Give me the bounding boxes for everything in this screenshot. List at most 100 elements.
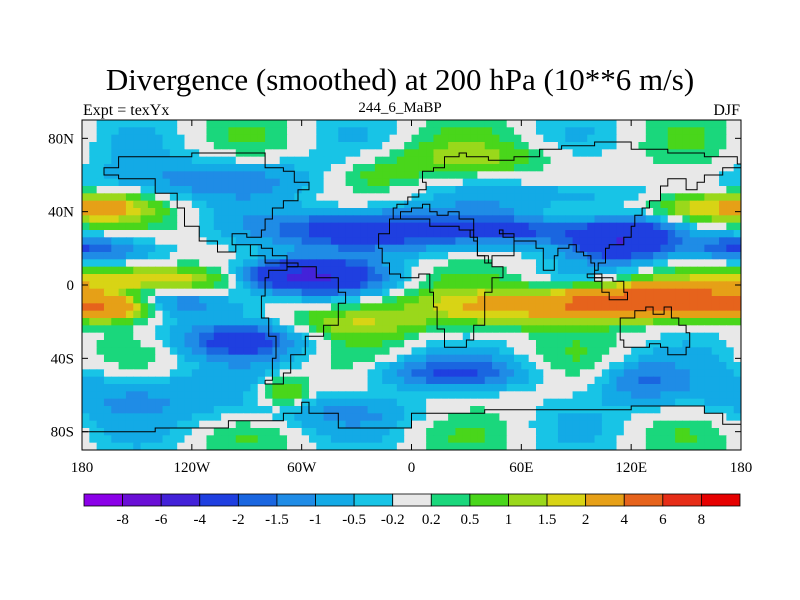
field-cell [287, 318, 295, 326]
field-cell [543, 325, 552, 334]
field-cell [477, 266, 486, 275]
field-cell [279, 435, 288, 444]
field-cell [221, 164, 230, 172]
field-cell [477, 376, 486, 385]
field-cell [601, 281, 610, 290]
field-cell [653, 230, 662, 238]
field-cell [352, 398, 361, 407]
field-cell [557, 237, 566, 246]
field-cell [587, 369, 596, 378]
field-cell [411, 369, 420, 378]
field-cell [118, 310, 127, 319]
field-cell [301, 274, 310, 282]
field-cell [250, 127, 259, 136]
field-cell [250, 288, 259, 297]
field-cell [587, 442, 596, 450]
field-cell [221, 398, 230, 407]
field-cell [667, 274, 676, 282]
field-cell [169, 230, 178, 238]
field-cell [462, 391, 471, 400]
field-cell [689, 288, 698, 297]
field-cell [155, 193, 164, 202]
field-cell [550, 428, 559, 436]
field-cell [199, 332, 208, 341]
field-cell [653, 362, 662, 370]
field-cell [726, 222, 735, 231]
field-cell [316, 428, 325, 436]
field-cell [125, 318, 134, 326]
field-cell [587, 215, 596, 224]
field-cell [594, 325, 603, 334]
field-cell [433, 215, 442, 224]
field-cell [704, 384, 713, 392]
field-cell [440, 413, 449, 422]
field-cell [206, 142, 215, 150]
field-cell [265, 296, 273, 304]
field-cell [221, 186, 230, 194]
field-cell [565, 398, 574, 407]
field-cell [103, 237, 112, 246]
field-cell [418, 406, 427, 414]
field-cell [645, 325, 654, 334]
field-cell [550, 398, 559, 407]
field-cell [316, 391, 325, 400]
field-cell [191, 186, 200, 194]
field-cell [411, 318, 420, 326]
field-cell [243, 347, 252, 356]
field-cell [587, 296, 596, 304]
field-cell [711, 428, 720, 436]
field-cell [587, 303, 596, 312]
field-cell [638, 369, 647, 378]
field-cell [206, 134, 215, 143]
field-cell [492, 376, 500, 385]
field-cell [418, 340, 427, 348]
field-cell [462, 376, 471, 385]
field-cell [228, 369, 237, 378]
field-cell [682, 230, 691, 238]
field-cell [448, 354, 457, 363]
colorbar-swatch [430, 493, 471, 507]
field-cell [323, 296, 332, 304]
field-cell [448, 171, 457, 180]
field-cell [308, 310, 317, 319]
field-cell [492, 281, 500, 290]
field-cell [184, 310, 193, 319]
field-cell [111, 259, 120, 268]
field-cell [133, 340, 142, 348]
field-cell [279, 244, 288, 253]
field-cell [440, 171, 449, 180]
field-cell [140, 413, 149, 422]
field-cell [426, 369, 435, 378]
field-cell [367, 428, 376, 436]
field-cell [609, 266, 618, 275]
field-cell [177, 384, 186, 392]
field-cell [492, 354, 500, 363]
field-cell [514, 391, 522, 400]
field-cell [250, 178, 259, 187]
field-cell [675, 266, 684, 275]
field-cell [147, 193, 156, 202]
field-cell [565, 281, 574, 290]
field-cell [330, 127, 339, 136]
field-cell [675, 142, 684, 150]
field-cell [557, 398, 566, 407]
field-cell [470, 362, 478, 370]
field-cell [133, 354, 142, 363]
field-cell [484, 362, 493, 370]
field-cell [89, 296, 98, 304]
field-cell [631, 120, 640, 128]
field-cell [199, 303, 208, 312]
field-cell [587, 347, 596, 356]
field-cell [711, 164, 720, 172]
field-cell [308, 252, 317, 260]
field-cell [316, 310, 325, 319]
field-cell [697, 369, 705, 378]
field-cell [645, 376, 654, 385]
field-cell [426, 310, 435, 319]
field-cell [645, 296, 654, 304]
field-cell [426, 362, 435, 370]
field-cell [645, 259, 654, 268]
field-cell [257, 171, 266, 180]
field-cell [396, 376, 405, 385]
field-cell [433, 230, 442, 238]
